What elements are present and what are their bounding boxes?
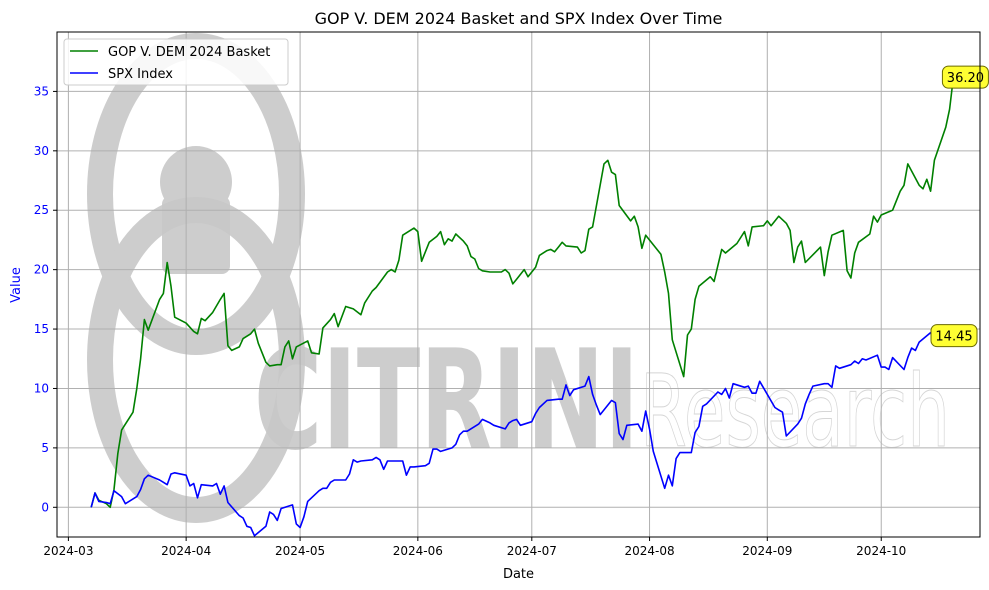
legend: GOP V. DEM 2024 Basket SPX Index (63, 38, 289, 86)
x-tick-label: 2024-05 (275, 544, 325, 558)
end-label-box-1 (930, 324, 978, 348)
y-tick-label: 10 (34, 381, 49, 395)
end-label-value-1: 14.45 (935, 330, 972, 345)
x-tick-label: 2024-08 (624, 544, 674, 558)
chart-title: GOP V. DEM 2024 Basket and SPX Index Ove… (315, 9, 723, 28)
y-tick-label: 0 (41, 500, 49, 514)
axis-ticks: 2024-03 2024-04 2024-05 2024-06 2024-07 2024-… (34, 84, 907, 558)
y-tick-label: 35 (34, 84, 49, 98)
x-tick-label: 2024-03 (43, 544, 93, 558)
x-tick-label: 2024-10 (856, 544, 906, 558)
y-tick-label: 30 (34, 144, 49, 158)
x-tick-label: 2024-04 (161, 544, 211, 558)
y-axis-label: Value (9, 267, 24, 303)
legend-box (63, 38, 289, 86)
y-tick-label: 5 (41, 441, 49, 455)
legend-label-0: GOP V. DEM 2024 Basket (108, 45, 270, 60)
watermark-figure-icon (160, 146, 232, 274)
y-tick-label: 15 (34, 322, 49, 336)
series-line-1 (90, 331, 943, 537)
grid-lines (57, 32, 980, 537)
x-tick-label: 2024-06 (393, 544, 443, 558)
series-line-0 (90, 77, 955, 509)
end-label-value-0: 36.20 (947, 71, 984, 86)
end-labels: 36.20 14.45 (930, 65, 989, 348)
y-tick-label: 25 (34, 203, 49, 217)
x-tick-label: 2024-07 (507, 544, 557, 558)
x-tick-label: 2024-09 (742, 544, 792, 558)
plot-area-frame (56, 31, 981, 538)
series-layer (90, 77, 955, 537)
y-tick-label: 20 (34, 263, 49, 277)
legend-label-1: SPX Index (108, 67, 173, 82)
end-label-box-0 (941, 65, 989, 89)
watermark-text-bold: CITRINI (254, 320, 639, 481)
x-axis-label: Date (503, 567, 534, 582)
